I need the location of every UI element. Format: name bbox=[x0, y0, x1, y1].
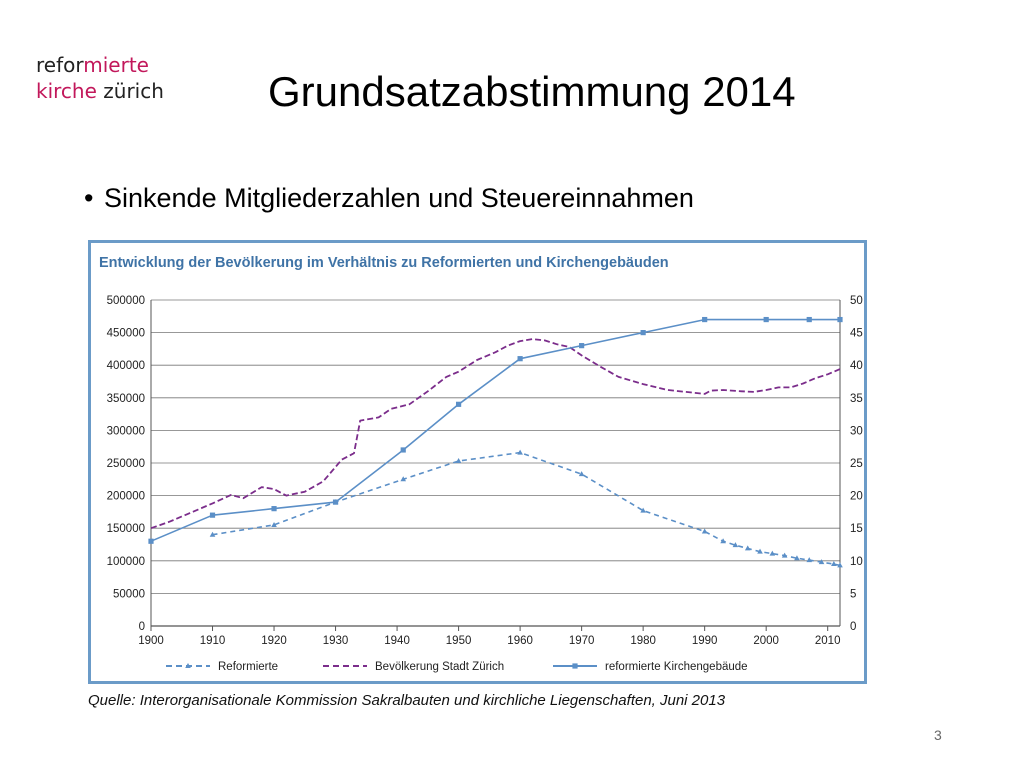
y-right-tick-label: 50 bbox=[850, 295, 863, 307]
chart-title: Entwicklung der Bevölkerung im Verhältni… bbox=[99, 255, 669, 271]
y-right-tick-label: 40 bbox=[850, 360, 863, 372]
x-tick-label: 1900 bbox=[138, 635, 164, 647]
bullet-point: • Sinkende Mitgliederzahlen und Steuerein… bbox=[84, 183, 694, 214]
series-line-bev-lkerung-stadt-z-rich bbox=[150, 338, 841, 530]
data-point-triangle bbox=[744, 545, 751, 551]
x-tick-label: 1910 bbox=[200, 635, 226, 647]
data-point-triangle bbox=[806, 557, 813, 563]
data-point-triangle bbox=[837, 562, 843, 568]
data-point-triangle bbox=[757, 548, 763, 554]
legend-label: Bevölkerung Stadt Zürich bbox=[375, 661, 504, 673]
data-point-triangle bbox=[185, 663, 191, 668]
x-tick-label: 1940 bbox=[384, 635, 410, 647]
y-left-tick-label: 200000 bbox=[107, 491, 145, 503]
data-point-triangle bbox=[794, 555, 800, 561]
logo: reformierte kirche zürich bbox=[36, 53, 164, 103]
data-point-triangle bbox=[732, 542, 739, 548]
y-right-tick-label: 5 bbox=[850, 588, 856, 600]
x-tick-label: 1950 bbox=[446, 635, 472, 647]
x-tick-label: 2010 bbox=[815, 635, 841, 647]
y-left-tick-label: 0 bbox=[139, 621, 145, 633]
page-number: 3 bbox=[934, 727, 942, 743]
y-right-tick-label: 15 bbox=[850, 523, 863, 535]
data-point-square bbox=[400, 447, 406, 453]
data-point-triangle bbox=[578, 471, 585, 477]
data-point-square bbox=[837, 316, 843, 323]
data-point-triangle bbox=[831, 561, 837, 567]
data-point-square bbox=[572, 663, 578, 669]
y-right-tick-label: 20 bbox=[850, 491, 863, 503]
y-left-tick-label: 50000 bbox=[113, 588, 145, 600]
legend-label: Reformierte bbox=[218, 661, 278, 673]
data-point-square bbox=[332, 499, 339, 505]
data-point-square bbox=[148, 538, 154, 544]
data-point-square bbox=[517, 356, 523, 362]
data-point-square bbox=[271, 506, 277, 512]
y-right-tick-label: 35 bbox=[850, 393, 863, 405]
data-point-square bbox=[640, 330, 646, 336]
data-point-square bbox=[455, 401, 462, 407]
y-left-tick-label: 350000 bbox=[107, 393, 145, 405]
data-point-triangle bbox=[400, 476, 407, 482]
y-right-tick-label: 0 bbox=[850, 621, 856, 633]
series-line-reformierte bbox=[212, 451, 841, 567]
y-right-tick-label: 30 bbox=[850, 425, 863, 437]
y-left-tick-label: 100000 bbox=[107, 556, 145, 568]
data-point-triangle bbox=[769, 550, 776, 556]
chart-panel: Entwicklung der Bevölkerung im Verhältni… bbox=[88, 240, 867, 684]
x-tick-label: 1920 bbox=[261, 635, 287, 647]
y-right-tick-label: 45 bbox=[850, 328, 863, 340]
page-title: Grundsatzabstimmung 2014 bbox=[268, 68, 796, 115]
y-left-tick-label: 250000 bbox=[107, 458, 145, 470]
y-left-tick-label: 500000 bbox=[107, 295, 145, 307]
y-left-tick-label: 450000 bbox=[107, 328, 145, 340]
data-point-triangle bbox=[455, 458, 462, 464]
y-left-tick-label: 300000 bbox=[107, 425, 145, 437]
source-note: Quelle: Interorganisationale Kommission … bbox=[88, 692, 726, 709]
data-point-triangle bbox=[271, 521, 277, 527]
data-point-square bbox=[209, 512, 216, 518]
y-left-tick-label: 400000 bbox=[107, 360, 145, 372]
data-point-triangle bbox=[701, 528, 708, 534]
data-point-triangle bbox=[209, 531, 216, 537]
x-tick-label: 1970 bbox=[569, 635, 595, 647]
data-point-square bbox=[763, 316, 769, 323]
data-point-triangle bbox=[818, 559, 825, 565]
data-point-triangle bbox=[781, 552, 788, 558]
x-tick-label: 1980 bbox=[630, 635, 656, 647]
data-point-triangle bbox=[640, 507, 646, 513]
x-tick-label: 1960 bbox=[507, 635, 533, 647]
legend-label: reformierte Kirchengebäude bbox=[605, 661, 748, 673]
y-right-tick-label: 25 bbox=[850, 458, 863, 470]
y-left-tick-label: 150000 bbox=[107, 523, 145, 535]
bullet-icon: • bbox=[84, 183, 94, 213]
line-chart: 0 50000 100000 150000 200000 250000 300000 3500… bbox=[107, 295, 863, 673]
data-point-triangle bbox=[517, 449, 523, 455]
y-right-tick-label: 10 bbox=[850, 556, 863, 568]
x-tick-label: 1990 bbox=[692, 635, 718, 647]
data-point-square bbox=[579, 343, 585, 349]
x-tick-label: 1930 bbox=[323, 635, 349, 647]
data-point-square bbox=[806, 316, 812, 323]
data-point-triangle bbox=[720, 538, 726, 544]
data-point-square bbox=[702, 316, 708, 323]
x-tick-label: 2000 bbox=[753, 635, 779, 647]
bullet-text: Sinkende Mitgliederzahlen und Steuereinn… bbox=[104, 183, 694, 213]
